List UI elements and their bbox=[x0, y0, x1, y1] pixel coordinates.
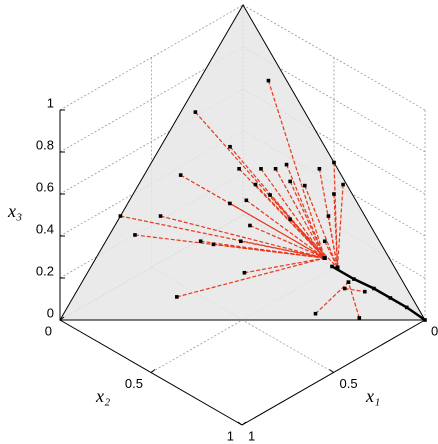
x3-tick-label: 0 bbox=[47, 305, 54, 320]
trajectory bbox=[160, 215, 325, 259]
trajectory bbox=[120, 215, 325, 259]
point-marker bbox=[302, 183, 307, 188]
trajectory bbox=[347, 282, 360, 319]
trajectory bbox=[315, 281, 349, 315]
x2-tick-label: 1 bbox=[227, 428, 234, 443]
x3-tick-label: 0.8 bbox=[36, 137, 54, 152]
trajectory bbox=[289, 218, 338, 268]
tick-mark bbox=[241, 421, 247, 426]
point-marker bbox=[158, 214, 163, 218]
trajectory bbox=[336, 184, 344, 268]
trajectory bbox=[240, 240, 325, 259]
trajectory bbox=[304, 185, 339, 268]
x2-tick-label: 0 bbox=[45, 323, 52, 338]
x2-tick-label: 0.5 bbox=[125, 376, 143, 391]
point-marker bbox=[352, 277, 356, 281]
point-marker bbox=[239, 239, 243, 244]
point-marker bbox=[342, 286, 347, 291]
point-marker bbox=[228, 201, 232, 206]
point-marker bbox=[423, 318, 427, 322]
x3-tick-label: 1 bbox=[47, 95, 54, 110]
trajectory bbox=[238, 168, 326, 259]
point-marker bbox=[332, 192, 336, 196]
attractor-line bbox=[331, 265, 426, 322]
trajectory bbox=[275, 168, 326, 259]
trajectory bbox=[333, 193, 339, 268]
x3-axis-label: x₃ bbox=[7, 201, 22, 221]
point-marker bbox=[346, 280, 351, 284]
point-marker bbox=[335, 265, 340, 270]
point-marker bbox=[288, 217, 292, 221]
point-marker bbox=[237, 167, 241, 171]
point-marker bbox=[363, 289, 367, 294]
trajectory bbox=[244, 257, 325, 274]
point-marker bbox=[198, 239, 203, 244]
trajectory bbox=[344, 287, 365, 293]
point-marker bbox=[284, 162, 289, 167]
point-marker bbox=[178, 173, 183, 177]
point-marker bbox=[211, 242, 216, 247]
point-marker bbox=[404, 305, 409, 310]
point-marker bbox=[273, 167, 278, 171]
tick-mark bbox=[329, 369, 334, 373]
point-marker bbox=[388, 296, 393, 300]
tick-mark bbox=[59, 316, 65, 321]
point-marker bbox=[330, 264, 334, 269]
point-marker bbox=[175, 295, 179, 299]
trajectory bbox=[289, 181, 326, 259]
x2-axis-label: x₂ bbox=[95, 386, 110, 406]
trajectory bbox=[213, 243, 325, 259]
point-marker bbox=[118, 214, 123, 218]
point-marker bbox=[313, 311, 318, 316]
point-marker bbox=[372, 286, 376, 291]
simplex-surface bbox=[59, 4, 426, 321]
trajectory bbox=[176, 257, 325, 298]
trajectory bbox=[180, 174, 326, 259]
x3-tick-label: 0.2 bbox=[36, 263, 54, 278]
tick-mark bbox=[237, 421, 243, 426]
x1-tick-label: 0.5 bbox=[340, 376, 358, 391]
point-marker bbox=[322, 256, 327, 260]
point-marker bbox=[322, 239, 327, 244]
point-marker bbox=[266, 78, 271, 83]
point-marker bbox=[357, 316, 362, 320]
point-marker bbox=[248, 223, 252, 228]
trajectory bbox=[269, 194, 326, 259]
trajectory bbox=[327, 215, 339, 268]
x1-tick-label: 1 bbox=[248, 428, 255, 443]
x1-axis-label: x₁ bbox=[365, 386, 380, 406]
trajectory bbox=[245, 199, 326, 259]
tick-mark bbox=[150, 369, 156, 373]
point-marker bbox=[244, 198, 249, 203]
point-marker bbox=[253, 182, 258, 187]
x3-tick-label: 0.6 bbox=[36, 179, 54, 194]
point-marker bbox=[193, 110, 198, 114]
point-marker bbox=[268, 193, 272, 197]
x3-tick-label: 0.4 bbox=[36, 221, 54, 236]
trajectory bbox=[229, 146, 326, 259]
trajectory bbox=[324, 240, 339, 268]
point-marker bbox=[259, 167, 263, 171]
point-marker bbox=[242, 270, 247, 275]
x1-tick-label: 0 bbox=[431, 323, 438, 338]
point-marker bbox=[317, 167, 322, 171]
point-marker bbox=[341, 182, 345, 187]
point-marker bbox=[326, 214, 331, 218]
point-marker bbox=[288, 179, 292, 184]
trajectory bbox=[285, 164, 326, 259]
point-marker bbox=[133, 233, 137, 237]
trajectory bbox=[267, 80, 326, 259]
trajectory bbox=[249, 224, 325, 259]
point-marker bbox=[332, 160, 336, 165]
point-marker bbox=[228, 144, 232, 149]
